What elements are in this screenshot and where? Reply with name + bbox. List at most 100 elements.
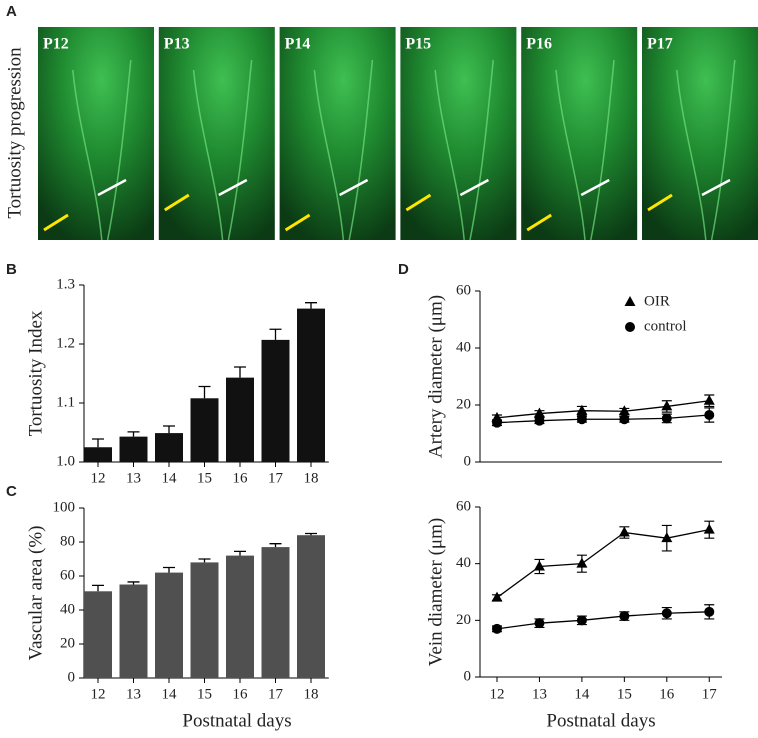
vessel <box>469 59 494 241</box>
white-arrow <box>97 178 127 197</box>
x-label: Postnatal days <box>182 710 291 731</box>
panel-letter: A <box>6 3 17 20</box>
white-arrow <box>218 178 248 197</box>
x-tick-label: 15 <box>197 470 212 486</box>
x-tick-label: 13 <box>532 686 547 702</box>
bar <box>190 562 219 678</box>
y-tick-label: 20 <box>60 635 75 651</box>
error-bar <box>269 543 282 548</box>
x-tick-label: 13 <box>126 686 141 702</box>
bar <box>261 339 290 462</box>
error-bar <box>269 328 282 340</box>
error-bar <box>198 558 211 563</box>
vessel <box>192 69 224 241</box>
yellow-arrow <box>284 213 311 232</box>
x-tick-label: 15 <box>197 686 212 702</box>
marker <box>576 404 588 415</box>
y-tick-label: 40 <box>456 339 471 355</box>
marker <box>661 532 673 543</box>
y-label: Vein diameter (μm) <box>425 518 446 666</box>
marker <box>661 400 673 411</box>
x-tick-label: 17 <box>268 686 284 702</box>
y-tick-label: 100 <box>53 499 76 515</box>
panel-letter: B <box>6 261 17 278</box>
bar <box>119 584 148 678</box>
white-arrow <box>339 178 369 197</box>
marker <box>619 414 630 425</box>
y-tick-label: 60 <box>456 498 471 514</box>
image-label: P16 <box>526 36 552 53</box>
panel-letter: C <box>6 483 17 500</box>
series-line <box>496 414 710 424</box>
vessel <box>227 59 253 241</box>
marker <box>624 296 636 306</box>
bar <box>261 547 290 678</box>
panel-letter: D <box>398 261 409 278</box>
retina-image <box>158 27 275 240</box>
y-tick-label: 1.3 <box>56 276 75 292</box>
x-tick-label: 16 <box>233 686 249 702</box>
y-label: Tortuosity progression <box>4 47 25 219</box>
y-tick-label: 40 <box>456 555 471 571</box>
vessel <box>710 59 736 241</box>
marker <box>533 560 545 571</box>
marker <box>619 611 630 622</box>
x-tick-label: 13 <box>126 470 141 486</box>
retina-image <box>521 27 638 240</box>
marker <box>703 394 715 405</box>
x-tick-label: 16 <box>233 470 249 486</box>
x-tick-label: 15 <box>617 686 632 702</box>
marker <box>576 615 587 626</box>
yellow-arrow <box>526 213 552 232</box>
y-label: Vascular area (%) <box>25 525 46 660</box>
marker <box>491 417 502 428</box>
x-tick-label: 18 <box>304 470 319 486</box>
error-bar <box>92 584 104 592</box>
x-tick-label: 14 <box>162 470 178 486</box>
y-tick-label: 1.1 <box>56 394 75 410</box>
y-label: Artery diameter (μm) <box>425 295 446 458</box>
error-bar <box>234 550 246 556</box>
yellow-arrow <box>43 213 69 232</box>
x-tick-label: 14 <box>574 686 590 702</box>
error-bar <box>198 385 211 399</box>
white-arrow <box>701 178 731 197</box>
x-tick-label: 18 <box>304 686 319 702</box>
marker <box>618 405 630 416</box>
vessel <box>348 59 374 241</box>
series-line <box>496 400 710 419</box>
y-tick-label: 20 <box>456 612 471 628</box>
error-bar <box>234 366 246 378</box>
white-arrow <box>580 178 610 197</box>
error-bar <box>92 438 104 448</box>
vessel <box>590 59 615 241</box>
x-tick-label: 16 <box>659 686 675 702</box>
bar <box>84 447 112 462</box>
retina-image <box>642 27 758 240</box>
y-tick-label: 1.0 <box>56 453 75 469</box>
error-bar <box>127 431 140 437</box>
marker <box>618 526 630 537</box>
image-label: P17 <box>647 36 673 53</box>
bar <box>155 433 183 462</box>
image-label: P15 <box>405 36 431 53</box>
retina-image <box>279 27 396 240</box>
marker <box>533 407 545 418</box>
y-tick-label: 60 <box>60 567 75 583</box>
error-bar <box>127 581 140 585</box>
x-tick-label: 14 <box>162 686 178 702</box>
yellow-arrow <box>164 193 190 212</box>
bar <box>226 555 254 678</box>
marker <box>703 523 715 534</box>
bar <box>297 535 325 678</box>
retina-image <box>400 27 517 240</box>
vessel <box>555 69 586 241</box>
y-tick-label: 0 <box>68 669 76 685</box>
yellow-arrow <box>647 193 673 212</box>
x-tick-label: 12 <box>489 686 504 702</box>
y-tick-label: 1.2 <box>56 335 75 351</box>
bar <box>155 572 183 678</box>
y-tick-label: 0 <box>464 453 472 469</box>
marker <box>625 322 635 332</box>
